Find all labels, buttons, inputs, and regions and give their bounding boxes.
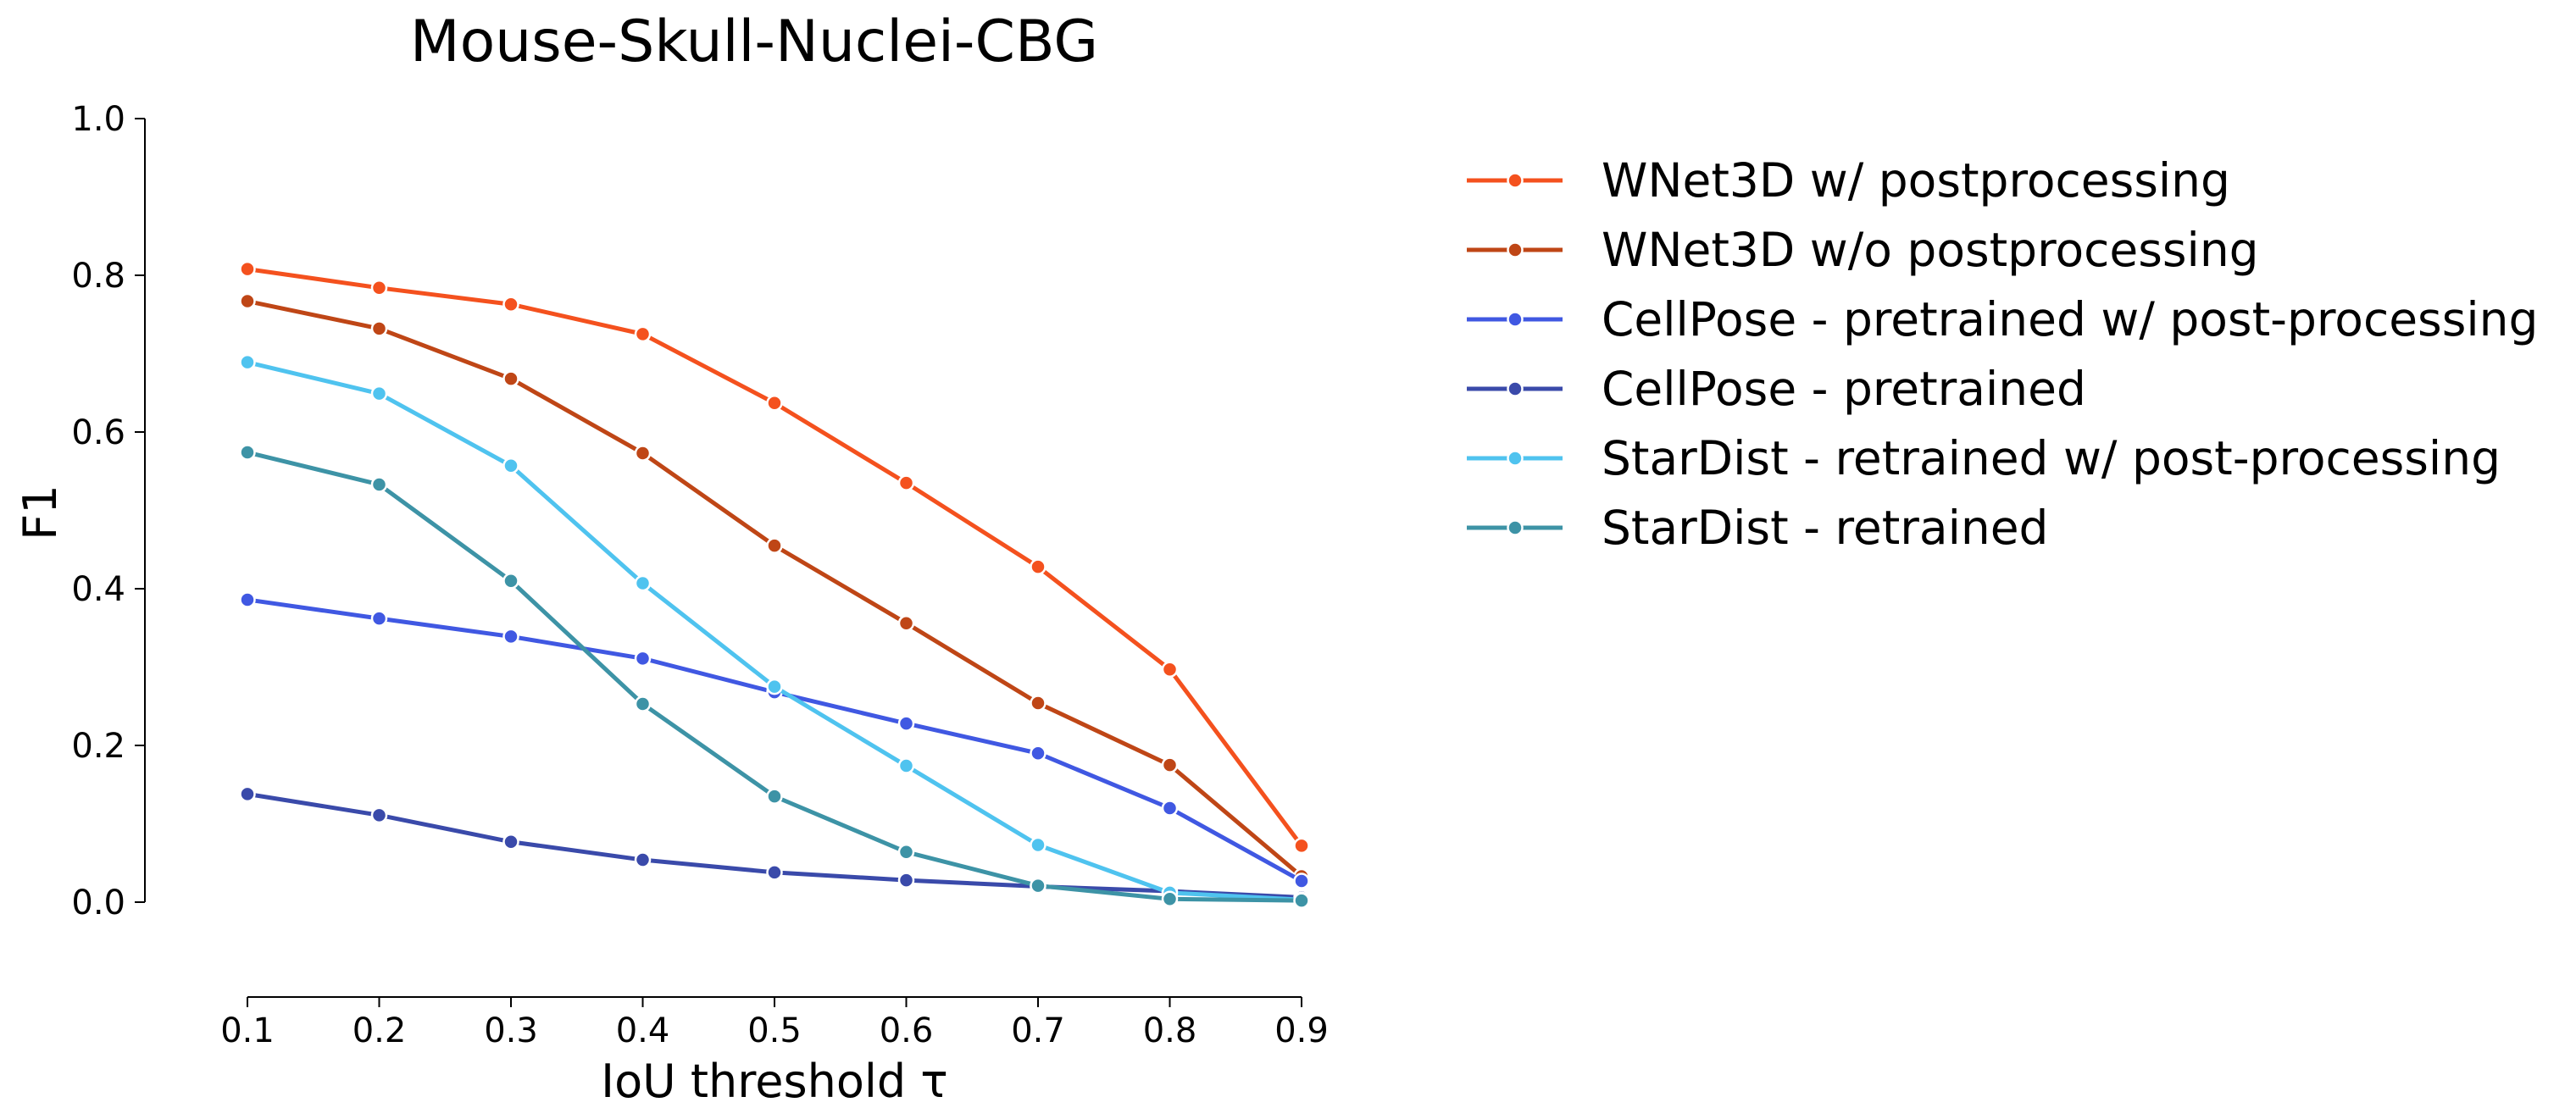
legend-swatch-marker xyxy=(1507,172,1524,189)
legend-swatch-marker xyxy=(1507,450,1524,467)
data-point xyxy=(502,834,519,850)
x-tick-label: 0.7 xyxy=(1011,1011,1065,1050)
series-5 xyxy=(239,353,1310,908)
data-point xyxy=(634,695,652,712)
x-tick-label: 0.9 xyxy=(1274,1011,1329,1050)
data-point xyxy=(897,474,915,491)
data-point xyxy=(634,851,652,868)
data-point xyxy=(502,370,519,387)
data-point xyxy=(766,788,783,805)
x-tick-label: 0.5 xyxy=(747,1011,802,1050)
data-point xyxy=(897,844,915,861)
legend-swatch-marker xyxy=(1507,519,1524,536)
data-point xyxy=(370,320,388,337)
x-tick-label: 0.8 xyxy=(1143,1011,1197,1050)
legend-label: StarDist - retrained w/ post-processing xyxy=(1602,431,2501,485)
data-point xyxy=(370,476,388,493)
data-point xyxy=(370,806,388,824)
data-point xyxy=(766,395,783,412)
data-point xyxy=(1161,890,1179,908)
series-2 xyxy=(239,292,1310,885)
legend-item: StarDist - retrained w/ post-processing xyxy=(1467,431,2501,485)
data-point xyxy=(370,610,388,627)
data-point xyxy=(1293,872,1310,889)
series-line xyxy=(245,597,1304,884)
x-axis-ticks: 0.1 0.2 0.3 0.4 0.5 0.6 0.7 0.8 0.9 xyxy=(220,997,1329,1050)
data-point xyxy=(239,785,256,803)
data-point xyxy=(766,537,783,554)
data-point xyxy=(370,385,388,402)
y-axis-ticks: 0.0 0.2 0.4 0.6 0.8 1.0 xyxy=(71,100,145,922)
x-tick-label: 0.6 xyxy=(880,1011,934,1050)
data-point xyxy=(239,444,256,461)
legend-item: StarDist - retrained xyxy=(1467,501,2048,555)
data-point xyxy=(1161,800,1179,817)
data-point xyxy=(634,325,652,343)
data-point xyxy=(1030,745,1046,762)
legend-label: WNet3D w/ postprocessing xyxy=(1602,153,2230,208)
series-1 xyxy=(239,260,1310,855)
legend-item: CellPose - pretrained w/ post-processing xyxy=(1467,292,2538,346)
y-tick-label: 0.0 xyxy=(71,884,125,922)
series-line xyxy=(245,267,1304,848)
data-point xyxy=(1161,756,1179,773)
legend-label: WNet3D w/o postprocessing xyxy=(1602,223,2259,277)
data-point xyxy=(502,573,519,590)
data-point xyxy=(897,715,915,732)
data-point xyxy=(239,591,256,608)
legend-item: WNet3D w/o postprocessing xyxy=(1467,223,2259,277)
data-point xyxy=(239,260,256,278)
series-6 xyxy=(239,444,1310,909)
data-point xyxy=(897,872,915,889)
data-point xyxy=(370,280,388,296)
series-line xyxy=(245,450,1304,903)
x-tick-label: 0.4 xyxy=(616,1011,670,1050)
plot-area xyxy=(239,260,1310,909)
legend-item: WNet3D w/ postprocessing xyxy=(1467,153,2230,208)
data-point xyxy=(1293,837,1310,855)
legend-item: CellPose - pretrained xyxy=(1467,362,2086,416)
data-point xyxy=(1030,695,1046,712)
data-point xyxy=(1030,877,1046,895)
y-tick-label: 0.4 xyxy=(71,570,125,609)
data-point xyxy=(897,757,915,774)
data-point xyxy=(766,678,783,695)
series-3 xyxy=(239,591,1310,889)
legend-label: CellPose - pretrained xyxy=(1602,362,2086,416)
legend-swatch-marker xyxy=(1507,311,1524,328)
data-point xyxy=(239,353,256,371)
data-point xyxy=(1293,892,1310,909)
data-point xyxy=(502,296,519,313)
data-point xyxy=(1030,836,1046,854)
data-point xyxy=(1030,558,1046,575)
data-point xyxy=(502,628,519,645)
y-tick-label: 1.0 xyxy=(71,100,125,139)
chart-title: Mouse-Skull-Nuclei-CBG xyxy=(410,8,1098,75)
data-point xyxy=(634,650,652,668)
data-point xyxy=(766,864,783,881)
y-tick-label: 0.2 xyxy=(71,727,125,766)
data-point xyxy=(634,445,652,462)
x-tick-label: 0.1 xyxy=(220,1011,275,1050)
data-point xyxy=(897,614,915,632)
x-tick-label: 0.3 xyxy=(484,1011,538,1050)
legend-swatch-marker xyxy=(1507,380,1524,397)
y-tick-label: 0.8 xyxy=(71,257,125,296)
legend-label: StarDist - retrained xyxy=(1602,501,2048,555)
y-tick-label: 0.6 xyxy=(71,413,125,452)
legend-swatch-marker xyxy=(1507,241,1524,258)
y-axis-label: F1 xyxy=(14,485,67,540)
x-tick-label: 0.2 xyxy=(353,1011,407,1050)
legend-label: CellPose - pretrained w/ post-processing xyxy=(1602,292,2538,346)
legend: WNet3D w/ postprocessing WNet3D w/o postp… xyxy=(1467,153,2538,555)
data-point xyxy=(239,292,256,310)
data-point xyxy=(634,574,652,592)
data-point xyxy=(1161,661,1179,679)
x-axis-label: IoU threshold τ xyxy=(601,1055,948,1108)
data-point xyxy=(502,457,519,474)
